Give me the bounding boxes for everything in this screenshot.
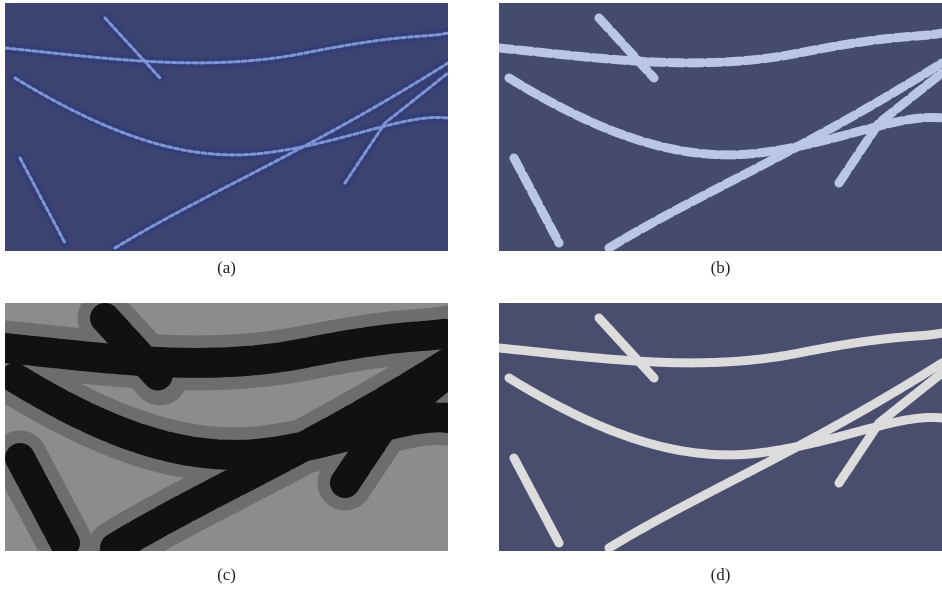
caption: (c) (5, 565, 448, 585)
caption: (d) (499, 565, 942, 585)
image-panel-a (5, 3, 448, 251)
image-panel-c (5, 303, 448, 551)
caption: (a) (5, 258, 448, 278)
image-panel-b (499, 3, 942, 251)
caption: (b) (499, 258, 942, 278)
figure: (a) (b) (c) (d) (() => { const data = JS… (0, 0, 942, 591)
image-panel-d (499, 303, 942, 551)
